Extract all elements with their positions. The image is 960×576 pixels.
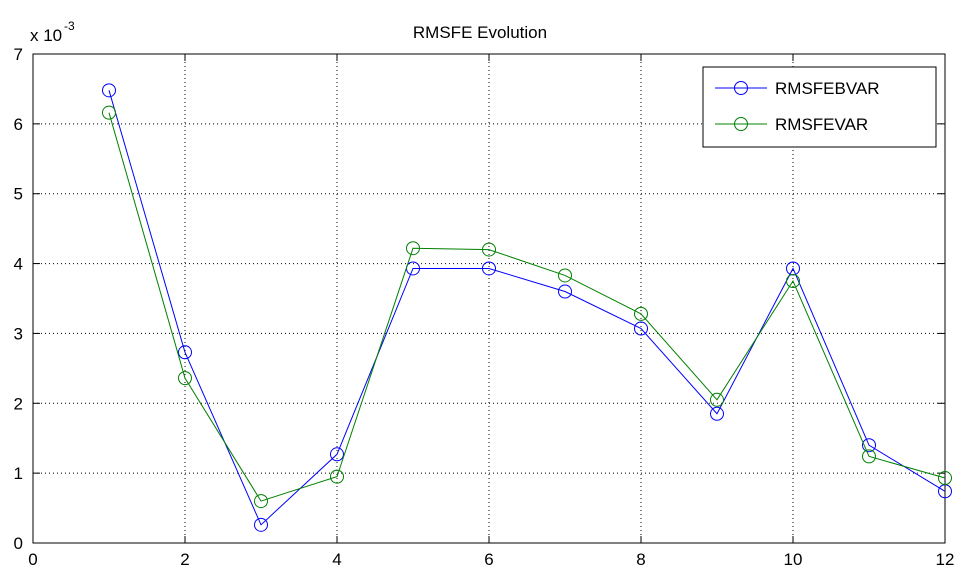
plot-area-border: [32, 53, 946, 544]
data-point: [254, 517, 268, 532]
y-tick-label: 7: [14, 45, 23, 64]
x-tick-label: 12: [936, 550, 955, 569]
x-tick-label: 2: [180, 550, 189, 569]
data-point: [786, 274, 800, 289]
y-tick-label: 5: [14, 185, 23, 204]
y-multiplier-exponent: -3: [64, 19, 75, 33]
y-multiplier-base: x 10: [30, 26, 62, 45]
data-point: [558, 284, 572, 299]
series-line: [108, 90, 946, 526]
x-tick-label: 8: [636, 550, 645, 569]
series-line: [108, 112, 946, 502]
data-point: [178, 371, 192, 386]
x-tick-label: 10: [784, 550, 803, 569]
y-tick-label: 4: [14, 255, 23, 274]
data-point: [102, 83, 116, 98]
data-point: [178, 345, 192, 360]
grid-layer: [33, 54, 945, 543]
data-point: [938, 471, 952, 486]
x-tick-label: 6: [484, 550, 493, 569]
data-point: [482, 261, 496, 276]
x-tick-label: 0: [28, 550, 37, 569]
x-tick-label: 4: [332, 550, 341, 569]
data-point: [254, 494, 268, 509]
data-point: [862, 438, 876, 453]
y-tick-label: 0: [14, 534, 23, 553]
data-point: [862, 449, 876, 464]
legend-marker: [734, 117, 748, 131]
legend-box: [702, 66, 937, 148]
data-point: [406, 241, 420, 256]
legend-label: RMSFEBVAR: [775, 79, 880, 98]
series-layer: [102, 83, 952, 532]
data-point: [102, 105, 116, 120]
data-point: [634, 321, 648, 336]
y-tick-label: 3: [14, 324, 23, 343]
data-point: [558, 268, 572, 283]
data-point: [330, 447, 344, 462]
y-tick-label: 2: [14, 394, 23, 413]
y-tick-label: 6: [14, 115, 23, 134]
data-point: [710, 406, 724, 421]
data-point: [482, 242, 496, 257]
data-point: [710, 392, 724, 407]
y-tick-label: 1: [14, 464, 23, 483]
y-axis-multiplier: x 10 -3: [30, 19, 75, 45]
chart-title: RMSFE Evolution: [413, 23, 547, 42]
data-point: [634, 306, 648, 321]
series-RMSFEVAR: [102, 105, 952, 509]
legend-label: RMSFEVAR: [775, 115, 868, 134]
legend: RMSFEBVAR RMSFEVAR: [702, 66, 937, 148]
legend-marker: [734, 81, 748, 95]
data-point: [330, 469, 344, 484]
